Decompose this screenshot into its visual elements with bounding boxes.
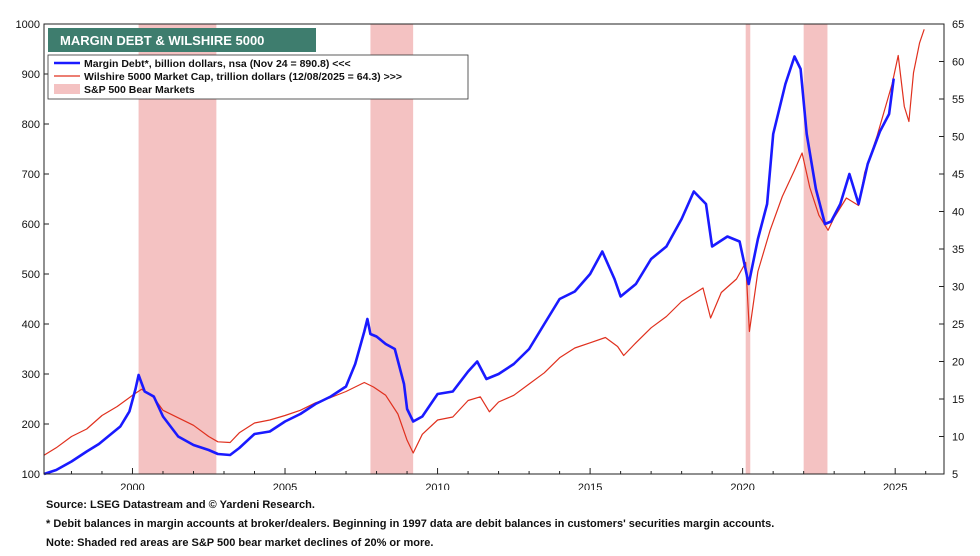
x-tick-label: 2015 <box>578 482 602 490</box>
legend: Margin Debt*, billion dollars, nsa (Nov … <box>47 54 469 100</box>
right-tick-label: 65 <box>952 19 964 31</box>
right-tick-label: 15 <box>952 394 964 406</box>
left-tick-label: 1000 <box>16 19 40 31</box>
footnotes: Source: LSEG Datastream and © Yardeni Re… <box>46 496 966 553</box>
right-tick-label: 40 <box>952 207 964 219</box>
right-tick-label: 45 <box>952 169 964 181</box>
bear-market-band-3 <box>803 24 828 474</box>
right-tick-label: 5 <box>952 469 958 481</box>
left-tick-label: 400 <box>22 319 40 331</box>
legend-label-wilshire: Wilshire 5000 Market Cap, trillion dolla… <box>84 71 402 83</box>
right-axis-ticks: 5 10 15 20 25 30 35 40 45 50 55 60 65 <box>939 19 964 481</box>
left-tick-label: 900 <box>22 69 40 81</box>
x-tick-label: 2025 <box>883 482 907 490</box>
x-tick-label: 2010 <box>425 482 449 490</box>
legend-label-margin-debt: Margin Debt*, billion dollars, nsa (Nov … <box>84 58 351 70</box>
right-tick-label: 10 <box>952 432 964 444</box>
footnote-source: Source: LSEG Datastream and © Yardeni Re… <box>46 499 315 511</box>
right-tick-label: 60 <box>952 57 964 69</box>
footnote-shading: Note: Shaded red areas are S&P 500 bear … <box>46 537 434 549</box>
right-tick-label: 50 <box>952 132 964 144</box>
x-tick-label: 2000 <box>120 482 144 490</box>
legend-swatch-bear <box>54 84 80 94</box>
series-line-wilshire <box>43 29 925 456</box>
left-tick-label: 700 <box>22 169 40 181</box>
right-tick-label: 20 <box>952 357 964 369</box>
left-tick-label: 800 <box>22 119 40 131</box>
chart-title: MARGIN DEBT & WILSHIRE 5000 <box>60 33 264 48</box>
left-tick-label: 500 <box>22 269 40 281</box>
left-tick-label: 200 <box>22 419 40 431</box>
chart-title-box: MARGIN DEBT & WILSHIRE 5000 <box>48 28 316 52</box>
left-tick-label: 300 <box>22 369 40 381</box>
x-tick-label: 2020 <box>730 482 754 490</box>
right-tick-label: 35 <box>952 244 964 256</box>
left-tick-label: 100 <box>22 469 40 481</box>
series-lines <box>43 29 925 476</box>
right-tick-label: 30 <box>952 282 964 294</box>
x-tick-label: 2005 <box>273 482 297 490</box>
left-tick-label: 600 <box>22 219 40 231</box>
right-tick-label: 25 <box>952 319 964 331</box>
legend-label-bear: S&P 500 Bear Markets <box>84 84 195 96</box>
legend-box <box>47 54 469 100</box>
footnote-definition: * Debit balances in margin accounts at b… <box>46 518 775 530</box>
bear-market-band-2 <box>745 24 751 474</box>
x-axis-ticks: 2000 2005 2010 2015 2020 2025 <box>70 468 927 490</box>
series-line-margin-debt <box>43 55 895 476</box>
left-axis-ticks: 100 200 300 400 500 600 700 800 900 1000 <box>16 19 49 481</box>
chart-title-background <box>48 28 316 52</box>
right-tick-label: 55 <box>952 94 964 106</box>
